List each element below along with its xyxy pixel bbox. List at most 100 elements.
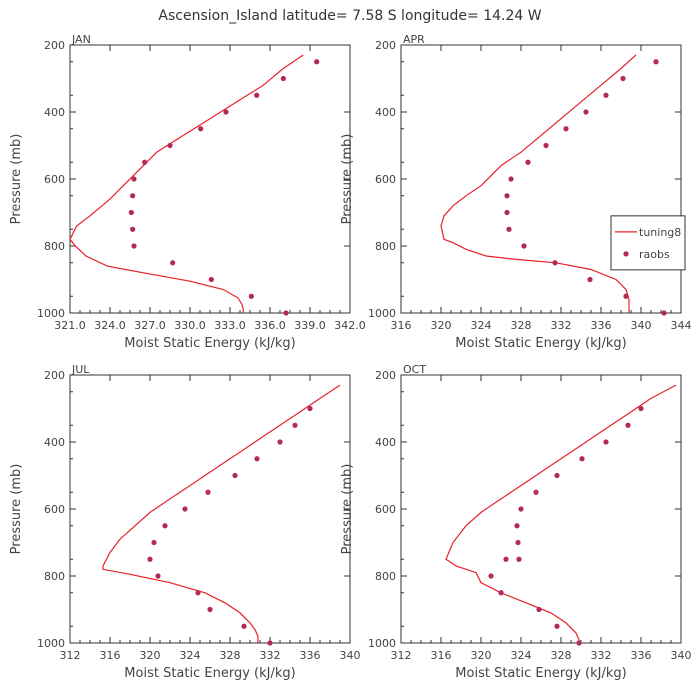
raobs-point — [603, 439, 609, 445]
raobs-point — [521, 243, 527, 249]
panel-title: JAN — [71, 33, 91, 46]
raobs-point — [552, 260, 558, 266]
x-tick-label: 330.0 — [174, 319, 206, 332]
x-tick-label: 324 — [471, 319, 492, 332]
raobs-point — [587, 276, 593, 283]
raobs-point — [504, 209, 510, 216]
x-tick-label: 328 — [551, 649, 572, 662]
raobs-point — [170, 260, 176, 266]
raobs-point — [661, 310, 667, 316]
x-tick-label: 320 — [471, 649, 492, 662]
raobs-point — [625, 422, 631, 428]
y-tick-label: 200 — [44, 39, 65, 52]
x-tick-label: 342.0 — [334, 319, 366, 332]
x-tick-label: 340 — [340, 649, 361, 662]
x-tick-label: 332 — [591, 649, 612, 662]
figure-title: Ascension_Island latitude= 7.58 S longit… — [158, 8, 541, 24]
raobs-point — [232, 472, 238, 479]
raobs-point — [638, 405, 644, 412]
raobs-point — [277, 439, 283, 445]
legend-dot-swatch — [623, 251, 629, 257]
panel-jul: JUL 312 316 320 324 328 332 336 340 200 400 600 800 1… — [9, 363, 361, 681]
raobs-point — [142, 159, 148, 165]
x-axis-label: Moist Static Energy (kJ/kg) — [124, 666, 295, 681]
raobs-point — [563, 126, 569, 132]
raobs-point — [131, 176, 137, 182]
series-line-tuning8 — [69, 54, 304, 313]
raobs-point — [130, 226, 136, 232]
y-tick-label: 1000 — [37, 307, 65, 320]
raobs-point — [292, 422, 298, 428]
raobs-point — [307, 405, 313, 412]
y-tick-label: 600 — [44, 503, 65, 516]
x-tick-label: 327.0 — [134, 319, 166, 332]
x-tick-label: 339.0 — [294, 319, 326, 332]
raobs-point — [504, 193, 510, 199]
series-line-tuning8 — [445, 384, 677, 643]
x-tick-label: 324 — [180, 649, 201, 662]
y-tick-label: 1000 — [368, 637, 396, 650]
x-tick-label: 340 — [631, 319, 652, 332]
plot-frame — [400, 374, 682, 644]
y-tick-label: 800 — [44, 570, 65, 583]
x-tick-label: 344 — [671, 319, 692, 332]
y-tick-label: 800 — [375, 570, 396, 583]
x-tick-label: 336 — [631, 649, 652, 662]
x-axis-label: Moist Static Energy (kJ/kg) — [455, 666, 626, 681]
x-tick-label: 332 — [551, 319, 572, 332]
raobs-point — [516, 556, 522, 562]
raobs-point — [503, 556, 509, 562]
raobs-point — [653, 59, 659, 65]
raobs-point — [314, 59, 320, 65]
raobs-point — [554, 623, 560, 629]
plot-frame — [69, 374, 351, 644]
series-line-tuning8 — [102, 384, 341, 643]
x-tick-label: 340 — [671, 649, 692, 662]
x-tick-label: 336.0 — [254, 319, 286, 332]
raobs-point — [254, 456, 260, 462]
y-tick-label: 400 — [44, 106, 65, 119]
x-tick-label: 324.0 — [94, 319, 126, 332]
plot-frame — [400, 44, 682, 314]
panel-oct: OCT 312 316 320 324 328 332 336 340 200 400 600 800 1… — [340, 363, 692, 681]
panel-jan: JAN 321.0 324.0 327.0 330.0 333.0 336.0 339.0 34… — [9, 33, 366, 351]
x-tick-label: 320 — [140, 649, 161, 662]
raobs-point — [514, 523, 520, 529]
y-tick-label: 600 — [375, 503, 396, 516]
raobs-point — [208, 276, 214, 283]
raobs-point — [241, 623, 247, 629]
panel-apr: APR 316 320 324 328 332 336 340 344 200 400 600 800 1… — [340, 33, 692, 351]
raobs-point — [223, 109, 229, 115]
legend-label-model: tuning8 — [639, 226, 681, 239]
x-tick-label: 312 — [391, 649, 412, 662]
legend: tuning8 raobs — [610, 215, 686, 271]
raobs-point — [280, 75, 286, 82]
raobs-point — [283, 310, 289, 316]
x-tick-label: 316 — [391, 319, 412, 332]
raobs-point — [207, 606, 213, 613]
x-tick-label: 324 — [511, 649, 532, 662]
raobs-point — [603, 92, 609, 98]
y-axis-label: Pressure (mb) — [340, 134, 355, 225]
raobs-point — [147, 556, 153, 562]
y-tick-label: 400 — [375, 106, 396, 119]
raobs-point — [498, 590, 504, 596]
legend-label-raobs: raobs — [639, 248, 670, 261]
x-tick-label: 321.0 — [54, 319, 86, 332]
raobs-point — [195, 590, 201, 596]
raobs-point — [248, 293, 254, 299]
x-tick-label: 333.0 — [214, 319, 246, 332]
raobs-point — [506, 226, 512, 232]
panel-title: JUL — [71, 363, 90, 376]
x-tick-label: 320 — [431, 319, 452, 332]
y-tick-label: 400 — [375, 436, 396, 449]
y-axis-label: Pressure (mb) — [9, 134, 24, 225]
legend-box — [610, 215, 686, 271]
x-axis-label: Moist Static Energy (kJ/kg) — [124, 336, 295, 351]
y-tick-label: 600 — [44, 173, 65, 186]
x-tick-label: 328 — [220, 649, 241, 662]
x-tick-label: 332 — [260, 649, 281, 662]
raobs-point — [620, 75, 626, 82]
raobs-point — [151, 539, 157, 546]
